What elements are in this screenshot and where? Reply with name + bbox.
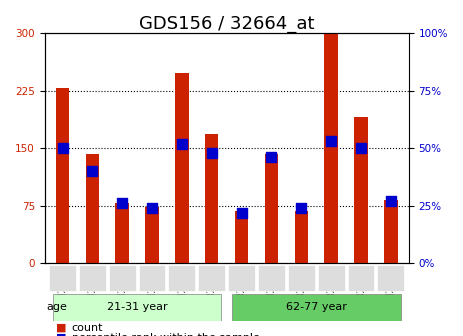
Point — [357, 145, 365, 151]
Bar — [294, 211, 308, 263]
Text: ■: ■ — [56, 333, 66, 336]
FancyBboxPatch shape — [169, 265, 195, 291]
Point — [148, 205, 156, 211]
FancyBboxPatch shape — [109, 265, 136, 291]
Text: 21-31 year: 21-31 year — [107, 302, 168, 312]
Bar — [86, 154, 99, 263]
Point — [119, 201, 126, 206]
FancyBboxPatch shape — [79, 265, 106, 291]
Point — [59, 145, 66, 151]
Bar — [235, 211, 248, 263]
FancyBboxPatch shape — [198, 265, 225, 291]
FancyBboxPatch shape — [377, 265, 404, 291]
Bar — [115, 204, 129, 263]
FancyBboxPatch shape — [348, 265, 375, 291]
Point — [178, 141, 186, 146]
FancyBboxPatch shape — [53, 294, 221, 321]
Bar — [145, 207, 159, 263]
FancyBboxPatch shape — [138, 265, 165, 291]
Point — [208, 150, 215, 156]
FancyBboxPatch shape — [228, 265, 255, 291]
Title: GDS156 / 32664_at: GDS156 / 32664_at — [139, 15, 314, 33]
Point — [88, 169, 96, 174]
Bar — [325, 33, 338, 263]
Bar — [354, 118, 368, 263]
Point — [268, 155, 275, 160]
Bar — [265, 154, 278, 263]
Text: ■: ■ — [56, 323, 66, 333]
Bar — [56, 88, 69, 263]
FancyBboxPatch shape — [232, 294, 400, 321]
Text: age: age — [46, 302, 67, 312]
FancyBboxPatch shape — [318, 265, 344, 291]
FancyBboxPatch shape — [258, 265, 285, 291]
Bar — [175, 73, 188, 263]
Text: percentile rank within the sample: percentile rank within the sample — [72, 333, 260, 336]
FancyBboxPatch shape — [49, 265, 76, 291]
Point — [387, 199, 394, 204]
Bar — [384, 200, 398, 263]
FancyBboxPatch shape — [288, 265, 315, 291]
Text: 62-77 year: 62-77 year — [286, 302, 347, 312]
Text: count: count — [72, 323, 103, 333]
Point — [238, 210, 245, 215]
Point — [327, 138, 335, 144]
Bar — [205, 134, 219, 263]
Point — [298, 205, 305, 211]
